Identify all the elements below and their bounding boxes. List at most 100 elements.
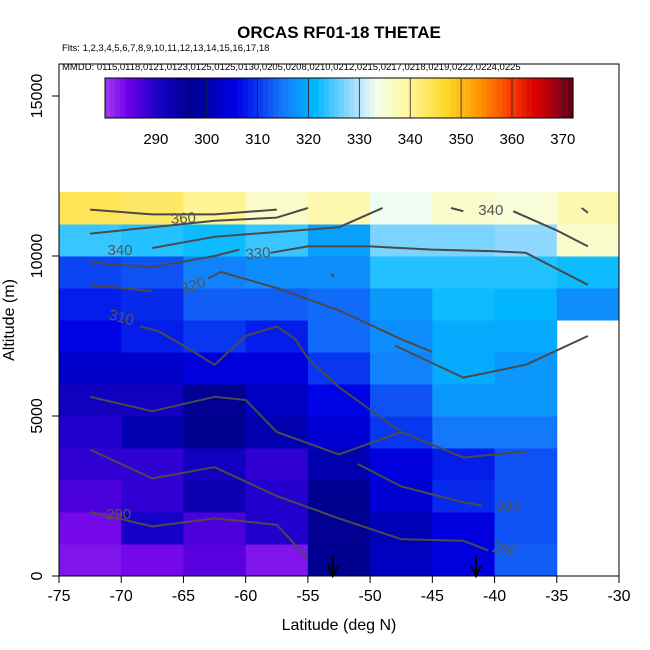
x-tick-label: -70: [110, 588, 133, 605]
colorbar-swatch: [374, 78, 381, 118]
contour-labels: 290 290 300 310 320 330 340 340 360: [106, 202, 521, 561]
contour-line: [89, 283, 153, 293]
contour-line: [89, 207, 309, 235]
heatmap-cell: [183, 320, 247, 353]
colorbar-swatch: [461, 78, 467, 118]
heatmap-cell: [245, 384, 309, 417]
heatmap-cell: [556, 256, 620, 289]
colorbar-tick-label: 370: [550, 131, 575, 148]
contour-label: 340: [107, 242, 132, 259]
colorbar-swatch: [115, 78, 121, 118]
colorbar-swatch: [166, 78, 172, 118]
heatmap-cell: [245, 448, 309, 481]
heatmap-layer: [59, 192, 620, 577]
contour-label: 320: [179, 274, 208, 298]
heatmap-cell: [59, 224, 122, 257]
x-tick-label: -60: [234, 588, 257, 605]
heatmap-cell: [370, 288, 433, 321]
heatmap-cell: [432, 512, 496, 545]
heatmap-cell: [432, 256, 496, 289]
contour-line: [581, 207, 589, 214]
colorbar-swatch: [227, 78, 233, 118]
colorbar-swatch: [420, 78, 427, 118]
colorbar-swatch: [150, 78, 157, 118]
colorbar-swatch: [120, 78, 126, 118]
heatmap-cell: [245, 352, 309, 385]
heatmap-cell: [370, 352, 433, 385]
colorbar-swatch: [196, 78, 203, 118]
colorbar-swatch: [222, 78, 228, 118]
heatmap-cell: [245, 288, 309, 321]
heatmap-cell: [59, 544, 122, 577]
heatmap-cell: [307, 512, 371, 545]
colorbar-swatch: [349, 78, 355, 118]
contour-line: [450, 207, 464, 213]
colorbar-swatch: [155, 78, 162, 118]
colorbar-swatch: [257, 78, 264, 118]
colorbar-swatch: [318, 78, 325, 118]
colorbar-tick-label: 350: [449, 131, 474, 148]
contour-line: [89, 511, 309, 560]
heatmap-cell: [494, 256, 558, 289]
heatmap-cell: [59, 256, 122, 289]
colorbar-swatch: [542, 78, 549, 118]
colorbar-swatch: [369, 78, 376, 118]
contour-label: 300: [496, 498, 521, 515]
flights-line: Flts: 1,2,3,4,5,6,7,8,9,10,11,12,13,14,1…: [62, 43, 269, 54]
colorbar-swatch: [394, 78, 401, 118]
contour-line: [401, 538, 489, 552]
contour-layer: [89, 207, 589, 560]
colorbar-swatch: [501, 78, 508, 118]
colorbar-swatch: [181, 78, 187, 118]
heatmap-cell: [370, 192, 433, 225]
colorbar: [104, 77, 574, 119]
colorbar-swatch: [135, 78, 142, 118]
colorbar-swatch: [405, 78, 411, 118]
colorbar-tick-label: 290: [143, 131, 168, 148]
colorbar-swatch: [364, 78, 371, 118]
colorbar-swatch: [272, 78, 279, 118]
heatmap-cell: [432, 288, 496, 321]
colorbar-swatch: [125, 78, 132, 118]
contour-line: [394, 335, 589, 379]
colorbar-swatch: [206, 78, 213, 118]
heatmap-cell: [245, 544, 309, 577]
colorbar-swatch: [506, 78, 513, 118]
plot-frame: [58, 63, 620, 577]
colorbar-swatch: [410, 78, 416, 118]
heatmap-cell: [556, 224, 620, 257]
heatmap-cell: [494, 416, 558, 449]
colorbar-tick-label: 360: [499, 131, 524, 148]
contour-line: [512, 210, 589, 248]
colorbar-swatch: [323, 78, 330, 118]
heatmap-cell: [183, 448, 247, 481]
colorbar-swatch: [105, 78, 111, 118]
x-tick-label: -35: [545, 588, 568, 605]
colorbar-swatch: [242, 78, 249, 118]
colorbar-swatch: [288, 78, 294, 118]
colorbar-swatch: [262, 78, 269, 118]
heatmap-cell: [307, 416, 371, 449]
heatmap-cell: [59, 416, 122, 449]
colorbar-swatch: [267, 78, 274, 118]
heatmap-cell: [432, 416, 496, 449]
colorbar-swatch: [466, 78, 472, 118]
colorbar-tick-label: 320: [296, 131, 321, 148]
contour-line: [357, 463, 483, 507]
colorbar-swatch: [445, 78, 452, 118]
x-tick-label: -30: [607, 588, 630, 605]
colorbar-swatch: [552, 78, 559, 118]
heatmap-cell: [59, 384, 122, 417]
colorbar-swatch: [145, 78, 152, 118]
colorbar-swatch: [557, 78, 564, 118]
colorbar-swatch: [532, 78, 538, 118]
y-tick-label: 10000: [29, 234, 46, 279]
heatmap-cell: [370, 256, 433, 289]
heatmap-cell: [432, 192, 496, 225]
colorbar-swatch: [232, 78, 238, 118]
contour-line: [152, 207, 384, 249]
contour-label: 310: [107, 306, 136, 329]
contour-label: 290: [106, 506, 131, 523]
colorbar-swatch: [379, 78, 386, 118]
colorbar-swatch: [537, 78, 544, 118]
